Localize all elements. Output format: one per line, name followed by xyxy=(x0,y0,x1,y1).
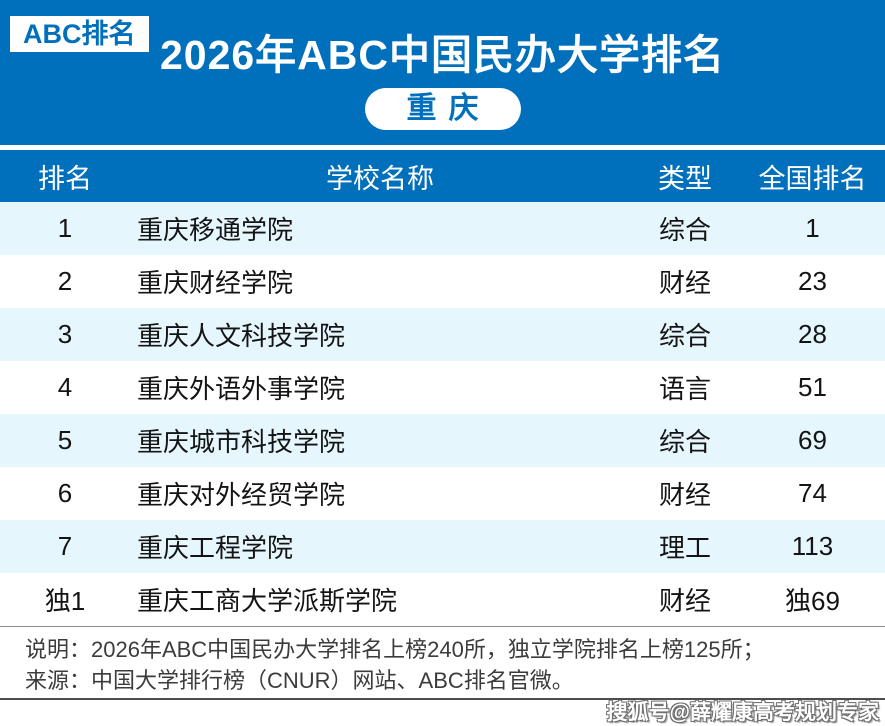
school-name-cell: 重庆工商大学派斯学院 xyxy=(137,586,398,616)
table-row: 3 重庆人文科技学院 综合 28 xyxy=(0,308,885,361)
rank-cell: 1 xyxy=(57,213,73,243)
rank-cell: 2 xyxy=(57,266,73,296)
footer: 说明：2026年ABC中国民办大学排名上榜240所，独立学院排名上榜125所； … xyxy=(0,626,885,724)
bottom-rule xyxy=(0,698,885,700)
table-row: 6 重庆对外经贸学院 财经 74 xyxy=(0,467,885,520)
column-header-type: 类型 xyxy=(658,163,712,194)
type-cell: 综合 xyxy=(658,427,711,457)
type-cell: 财经 xyxy=(658,268,711,298)
watermark: 搜狐号@薛耀康高考规划专家 xyxy=(606,701,879,724)
school-name-cell: 重庆对外经贸学院 xyxy=(137,480,346,510)
table-row: 7 重庆工程学院 理工 113 xyxy=(0,520,885,573)
column-header-national-rank: 全国排名 xyxy=(758,163,867,194)
school-name-cell: 重庆城市科技学院 xyxy=(137,427,346,457)
column-header-school: 学校名称 xyxy=(326,163,434,194)
school-name-cell: 重庆工程学院 xyxy=(137,533,294,563)
title-table-divider xyxy=(0,145,885,150)
school-name-cell: 重庆财经学院 xyxy=(137,268,294,298)
table-row: 5 重庆城市科技学院 综合 69 xyxy=(0,414,885,467)
type-cell: 财经 xyxy=(658,480,711,510)
column-header-rank: 排名 xyxy=(38,163,92,194)
abc-ranking-badge: ABC排名 xyxy=(10,16,149,52)
footer-source: 来源：中国大学排行榜（CNUR）网站、ABC排名官微。 xyxy=(25,668,574,693)
type-cell: 理工 xyxy=(658,533,711,563)
table-row: 独1 重庆工商大学派斯学院 财经 独69 xyxy=(0,573,885,626)
rank-cell: 3 xyxy=(57,319,73,349)
national-rank-cell: 1 xyxy=(805,213,820,243)
national-rank-cell: 74 xyxy=(798,478,827,508)
type-cell: 财经 xyxy=(658,586,711,616)
footer-note: 说明：2026年ABC中国民办大学排名上榜240所，独立学院排名上榜125所； xyxy=(25,637,765,662)
table-row: 1 重庆移通学院 综合 1 xyxy=(0,202,885,255)
type-cell: 综合 xyxy=(658,215,711,245)
type-cell: 语言 xyxy=(658,374,711,404)
national-rank-cell: 69 xyxy=(798,425,827,455)
page-title: 2026年ABC中国民办大学排名 xyxy=(159,32,726,78)
school-name-cell: 重庆移通学院 xyxy=(137,215,294,245)
region-pill: 重庆 xyxy=(364,88,521,130)
national-rank-cell: 51 xyxy=(798,372,827,402)
ranking-table-body: 1 重庆移通学院 综合 1 2 重庆财经学院 财经 23 3 重庆人文科技学院 … xyxy=(0,202,885,626)
national-rank-cell: 28 xyxy=(798,319,827,349)
national-rank-cell: 独69 xyxy=(785,586,840,616)
rank-cell: 6 xyxy=(57,478,73,508)
title-section: ABC排名 2026年ABC中国民办大学排名 重庆 xyxy=(0,0,885,145)
school-name-cell: 重庆外语外事学院 xyxy=(137,374,346,404)
rank-cell: 4 xyxy=(57,372,73,402)
type-cell: 综合 xyxy=(658,321,711,351)
rank-cell: 7 xyxy=(57,531,73,561)
rank-cell: 独1 xyxy=(44,586,86,616)
table-row: 4 重庆外语外事学院 语言 51 xyxy=(0,361,885,414)
table-row: 2 重庆财经学院 财经 23 xyxy=(0,255,885,308)
school-name-cell: 重庆人文科技学院 xyxy=(137,321,346,351)
national-rank-cell: 23 xyxy=(798,266,827,296)
table-header-row: 排名 学校名称 类型 全国排名 xyxy=(0,150,885,202)
national-rank-cell: 113 xyxy=(791,531,834,561)
rank-cell: 5 xyxy=(57,425,73,455)
